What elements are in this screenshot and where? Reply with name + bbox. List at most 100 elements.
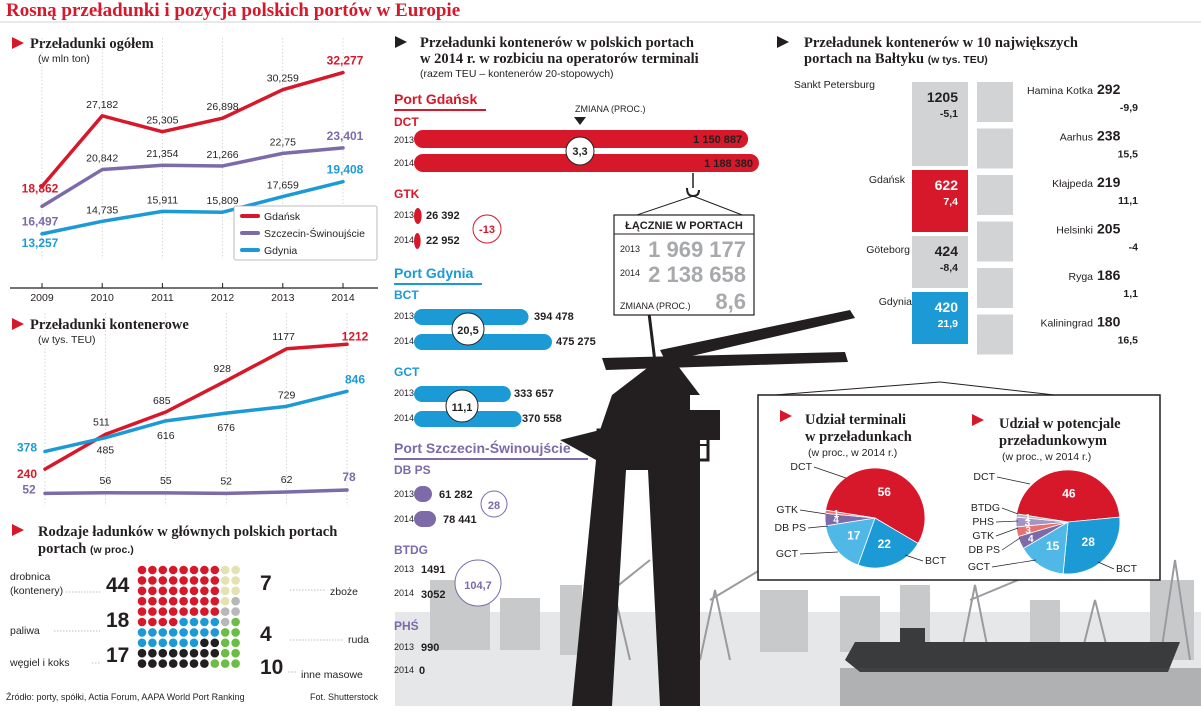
cargo-dot xyxy=(158,596,168,606)
baltic-port-value: 219 xyxy=(1097,174,1121,190)
x-tick-label: 2013 xyxy=(271,292,295,304)
cargo-dot xyxy=(231,628,240,637)
pie-panel: Udział terminali w przeładunkach (w proc… xyxy=(757,381,1161,581)
cargo-dot xyxy=(179,648,188,658)
bct-year-2014: 2014 xyxy=(394,336,414,346)
cargo-dot xyxy=(210,565,220,575)
cargo-dot xyxy=(179,586,188,596)
data-label: 18,862 xyxy=(22,181,59,195)
bct-2014-value: 475 275 xyxy=(556,336,596,348)
data-label: 616 xyxy=(157,430,175,442)
total-year-2014: 2014 xyxy=(620,268,640,278)
chart-total-title: Przeładunki ogółem xyxy=(30,36,154,52)
cargo-dot xyxy=(158,648,168,658)
cargo-dot xyxy=(137,617,147,627)
chart-cargo-title: Rodzaje ładunków w głównych polskich por… xyxy=(38,524,337,540)
pie-category-label: GCT xyxy=(968,561,991,573)
data-label: 30,259 xyxy=(267,73,299,85)
source-note: Źródło: porty, spółki, Actia Forum, AAPA… xyxy=(6,692,245,702)
gct-change: 11,1 xyxy=(452,402,473,414)
baltic-port-name: Gdańsk xyxy=(869,174,906,186)
cargo-dot xyxy=(179,576,188,585)
total-2014-value: 2 138 658 xyxy=(648,262,746,287)
data-label: 15,911 xyxy=(147,194,178,206)
pie-slice-value: 22 xyxy=(878,537,892,551)
btdg-year-2013: 2013 xyxy=(394,564,414,574)
gtk-year-2013: 2013 xyxy=(394,210,414,220)
phs-2014-value: 0 xyxy=(419,665,425,677)
cargo-label-ruda: ruda xyxy=(348,634,369,646)
cargo-dot xyxy=(189,586,199,596)
cargo-dot xyxy=(168,586,178,596)
pie-leader xyxy=(995,520,1019,523)
gtk-2013-value: 26 392 xyxy=(426,210,460,222)
total-change-value: 8,6 xyxy=(715,289,746,314)
cargo-dot xyxy=(220,617,230,627)
data-label: 32,277 xyxy=(327,54,364,68)
triangle-right-icon xyxy=(972,414,984,426)
cargo-dot xyxy=(148,628,157,637)
chart-cargo-title-line2: portach (w proc.) xyxy=(38,541,134,557)
baltic-title-line1: Przeładunek kontenerów w 10 największych xyxy=(804,35,1078,51)
baltic-port-name: Helsinki xyxy=(1056,225,1093,237)
baltic-port-value: 420 xyxy=(935,299,959,315)
photo-credit: Fot. Shutterstock xyxy=(310,692,379,702)
baltic-port-name: Gdynia xyxy=(879,296,912,308)
terminal-gct-name: GCT xyxy=(394,365,420,379)
bar-2014 xyxy=(414,233,421,249)
pie-slice-bct xyxy=(857,517,919,569)
chart-containers-subtitle: (w tys. TEU) xyxy=(38,334,96,346)
baltic-port-name: Göteborg xyxy=(866,244,910,256)
phs-year-2014: 2014 xyxy=(394,665,414,675)
bar-value-label: 1 188 380 xyxy=(704,158,753,170)
cargo-dot xyxy=(168,565,178,575)
cargo-dot xyxy=(231,607,240,616)
pie-leader xyxy=(1097,561,1115,570)
cargo-dot xyxy=(179,659,188,668)
cargo-dot xyxy=(210,586,220,596)
baltic-port-name: Kłajpeda xyxy=(1052,178,1093,190)
cargo-dot xyxy=(137,565,147,575)
data-label: 14,735 xyxy=(86,204,118,216)
pie2-subtitle: (w proc., w 2014 r.) xyxy=(1002,451,1091,463)
cargo-dot xyxy=(137,659,147,668)
cargo-dot xyxy=(179,596,188,606)
cargo-dot xyxy=(148,565,157,575)
pie1-title-line2: w przeładunkach xyxy=(805,429,912,445)
data-label: 15,809 xyxy=(207,195,239,207)
cargo-dot xyxy=(231,617,240,627)
bar-2013 xyxy=(414,486,432,502)
terminals-title-line2: w 2014 r. w rozbiciu na operatorów termi… xyxy=(420,51,699,67)
baltic-port-change: 16,5 xyxy=(1118,335,1139,347)
bct-change: 20,5 xyxy=(457,325,478,337)
btdg-2014-value: 3052 xyxy=(421,589,445,601)
cargo-dot xyxy=(220,586,230,596)
baltic-port-change: -5,1 xyxy=(940,108,958,120)
data-label: 26,898 xyxy=(207,101,239,113)
triangle-down-icon xyxy=(574,117,586,125)
pie-leader xyxy=(799,551,839,555)
cargo-dot xyxy=(137,607,147,616)
cargo-dot xyxy=(210,648,220,658)
baltic-port-change: -4 xyxy=(1129,242,1138,254)
chart-total: Przeładunki ogółem (w mln ton) 2009 2010 2… xyxy=(10,36,378,304)
baltic-port-value: 180 xyxy=(1097,314,1121,330)
baltic-bar-sanktpetersburg xyxy=(912,82,968,166)
data-label: 13,257 xyxy=(22,236,59,250)
series-line-gdask xyxy=(40,70,345,189)
data-label: 1212 xyxy=(342,329,369,343)
baltic-port-value: 622 xyxy=(935,177,959,193)
cargo-dot xyxy=(231,576,240,585)
pie-slice-value: 15 xyxy=(1046,539,1060,553)
cargo-dot xyxy=(158,565,168,575)
pie-slice-value: 1 xyxy=(834,509,840,520)
baltic-bar-right xyxy=(977,175,1013,215)
gct-year-2013: 2013 xyxy=(394,388,414,398)
cargo-dot xyxy=(148,586,157,596)
cargo-dot xyxy=(200,648,209,658)
cargo-dot xyxy=(210,596,220,606)
cargo-dot xyxy=(148,659,157,668)
pie-leader xyxy=(904,554,924,562)
cargo-label-wegiel: węgiel i koks xyxy=(9,657,70,669)
cargo-dot xyxy=(220,648,230,658)
